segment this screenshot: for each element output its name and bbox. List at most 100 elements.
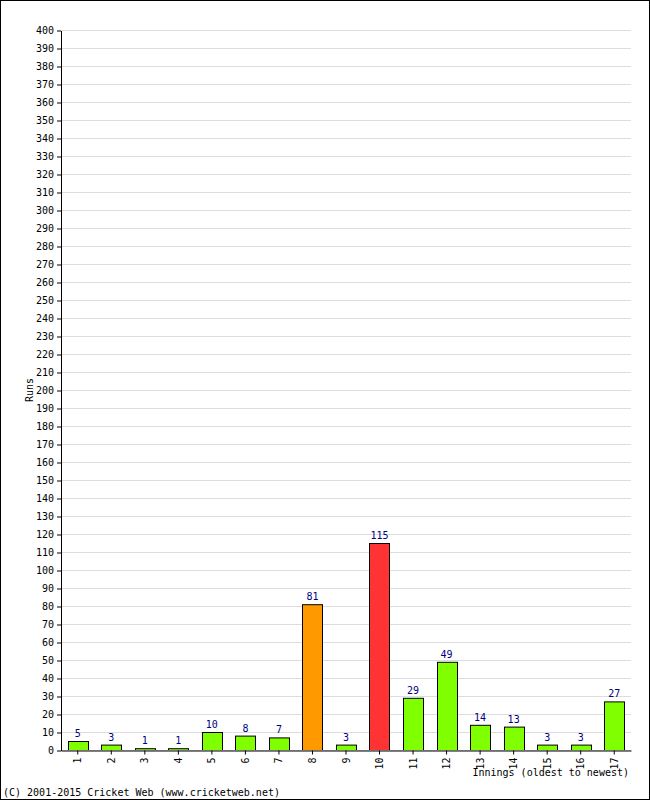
y-tick-label: 270	[36, 259, 54, 270]
y-tick-mark	[57, 265, 61, 266]
y-tick-mark	[57, 445, 61, 446]
y-tick-label: 260	[36, 277, 54, 288]
y-tick-label: 300	[36, 205, 54, 216]
y-tick-label: 280	[36, 241, 54, 252]
chart: 5311108781311529491413332701020304050607…	[0, 0, 650, 800]
y-tick-mark	[57, 121, 61, 122]
y-tick-mark	[57, 535, 61, 536]
y-tick: 0	[48, 745, 61, 756]
grid	[61, 31, 631, 751]
y-tick-mark	[57, 481, 61, 482]
y-tick-mark	[57, 679, 61, 680]
y-tick: 20	[42, 709, 61, 720]
y-tick: 120	[36, 529, 61, 540]
y-tick-label: 190	[36, 403, 54, 414]
bar	[69, 742, 89, 751]
x-tick-mark	[513, 751, 514, 755]
y-tick-label: 100	[36, 565, 54, 576]
x-tick: 9	[341, 751, 352, 764]
grid-line	[61, 696, 631, 697]
data-label: 27	[608, 688, 620, 699]
grid-line	[61, 30, 631, 31]
bar	[404, 698, 424, 750]
bar	[505, 727, 525, 750]
grid-line	[61, 300, 631, 301]
grid-line	[61, 264, 631, 265]
y-axis-title: Runs	[24, 378, 35, 402]
x-tick-mark	[245, 751, 246, 755]
y-tick-label: 120	[36, 529, 54, 540]
y-tick-label: 350	[36, 115, 54, 126]
y-tick-mark	[57, 409, 61, 410]
y-tick: 400	[36, 25, 61, 36]
bar	[538, 745, 558, 750]
y-tick-mark	[57, 571, 61, 572]
y-tick: 80	[42, 601, 61, 612]
x-tick: 5	[206, 751, 217, 764]
y-tick: 110	[36, 547, 61, 558]
y-tick: 150	[36, 475, 61, 486]
x-tick-label: 12	[441, 758, 452, 770]
y-tick-label: 370	[36, 79, 54, 90]
y-tick-label: 240	[36, 313, 54, 324]
x-tick-mark	[211, 751, 212, 755]
grid-line	[61, 552, 631, 553]
x-tick: 10	[374, 751, 385, 770]
bar	[337, 745, 357, 750]
x-tick-mark	[480, 751, 481, 755]
grid-line	[61, 318, 631, 319]
y-tick: 350	[36, 115, 61, 126]
grid-line	[61, 48, 631, 49]
data-label: 3	[578, 732, 584, 743]
y-tick: 370	[36, 79, 61, 90]
grid-line	[61, 228, 631, 229]
bar	[471, 725, 491, 750]
grid-line	[61, 480, 631, 481]
y-tick-mark	[57, 211, 61, 212]
x-tick-label: 5	[206, 758, 217, 764]
data-label: 1	[175, 735, 181, 746]
data-label: 14	[474, 712, 486, 723]
grid-line	[61, 102, 631, 103]
y-tick-label: 320	[36, 169, 54, 180]
y-tick-mark	[57, 229, 61, 230]
x-tick-mark	[413, 751, 414, 755]
y-tick-label: 230	[36, 331, 54, 342]
y-tick-label: 310	[36, 187, 54, 198]
y-tick: 190	[36, 403, 61, 414]
x-tick: 12	[441, 751, 452, 770]
y-tick: 310	[36, 187, 61, 198]
y-tick: 380	[36, 61, 61, 72]
y-tick-mark	[57, 283, 61, 284]
data-label: 49	[441, 649, 453, 660]
y-tick-label: 90	[42, 583, 54, 594]
y-tick: 280	[36, 241, 61, 252]
y-tick-label: 70	[42, 619, 54, 630]
y-tick-label: 390	[36, 43, 54, 54]
grid-line	[61, 516, 631, 517]
bar	[572, 745, 592, 750]
background	[1, 1, 650, 800]
grid-line	[61, 426, 631, 427]
y-tick: 340	[36, 133, 61, 144]
y-tick-mark	[57, 157, 61, 158]
grid-line	[61, 588, 631, 589]
y-tick-mark	[57, 625, 61, 626]
y-tick: 60	[42, 637, 61, 648]
grid-line	[61, 336, 631, 337]
x-tick-mark	[178, 751, 179, 755]
x-tick-mark	[144, 751, 145, 755]
grid-line	[61, 534, 631, 535]
y-tick-mark	[57, 553, 61, 554]
bar	[438, 662, 458, 750]
grid-line	[61, 372, 631, 373]
x-axis-title: Innings (oldest to newest)	[472, 767, 629, 778]
bars	[69, 544, 625, 751]
y-tick-mark	[57, 697, 61, 698]
y-tick-label: 0	[48, 745, 54, 756]
y-tick-label: 360	[36, 97, 54, 108]
y-tick-label: 80	[42, 601, 54, 612]
y-tick-label: 30	[42, 691, 54, 702]
grid-line	[61, 462, 631, 463]
bar	[605, 702, 625, 750]
